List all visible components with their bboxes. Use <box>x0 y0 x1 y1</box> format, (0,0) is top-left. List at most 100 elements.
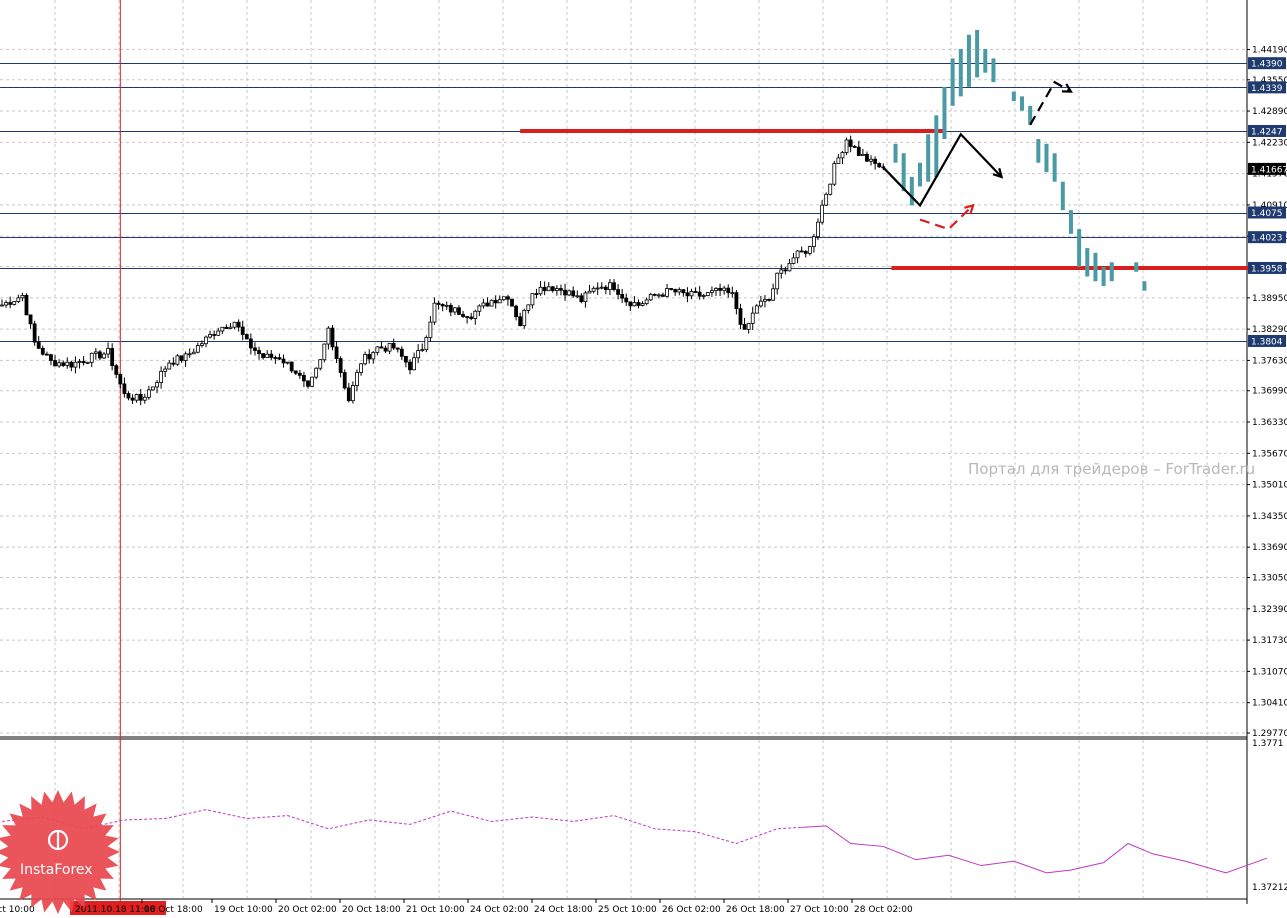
candle-body <box>122 383 127 394</box>
x-tick-label: 25 Oct 10:00 <box>598 905 657 915</box>
candle-body <box>701 295 706 297</box>
candle-body <box>481 302 486 307</box>
x-tick-label: 26 Oct 02:00 <box>662 905 721 915</box>
cursor-time-label: 2011.10.18 11:00 <box>75 905 156 915</box>
candle-body <box>710 290 714 293</box>
candle-body <box>840 152 845 159</box>
forecast-bar <box>893 143 898 163</box>
forecast-bar <box>1134 262 1139 272</box>
candle-body <box>730 292 735 295</box>
candle-body <box>416 350 421 359</box>
candle-body <box>314 367 319 378</box>
cursor-time-label-bg <box>70 901 166 915</box>
price-label-text: 1.3958 <box>1251 264 1283 274</box>
forecast-bar <box>942 86 947 140</box>
candle-body <box>595 287 600 290</box>
candle-body <box>722 287 727 291</box>
forecast-bar <box>1077 229 1082 268</box>
candle-body <box>342 372 347 389</box>
price-label-level <box>1248 206 1286 219</box>
candle-body <box>750 312 755 324</box>
candle-body <box>167 362 172 370</box>
candle-body <box>877 163 882 168</box>
candle-body <box>579 295 584 302</box>
forecast-bar <box>1036 139 1041 163</box>
candle-body <box>77 361 82 363</box>
price-label-level <box>1248 334 1286 347</box>
forecast-bar <box>950 58 955 106</box>
candle-body <box>134 394 139 401</box>
candle-body <box>665 288 669 297</box>
price-label-text: 1.41667 <box>1251 165 1287 175</box>
candle-body <box>718 287 722 291</box>
x-tick-label: 27 Oct 10:00 <box>790 905 849 915</box>
candle-body <box>587 290 592 294</box>
price-label-level <box>1248 261 1286 274</box>
candle-body <box>334 346 339 359</box>
candle-body <box>0 304 4 307</box>
candle-body <box>689 291 694 297</box>
watermark-text: Портал для трейдеров – ForTrader.ru <box>968 460 1255 478</box>
forecast-bar <box>1085 248 1090 277</box>
candle-body <box>322 343 327 361</box>
candle-body <box>130 397 135 401</box>
candle-body <box>191 351 196 355</box>
x-tick-label: 24 Oct 18:00 <box>534 905 593 915</box>
candle-body <box>444 304 449 307</box>
candle-body <box>412 357 416 371</box>
scenario-arrow-black-head <box>992 167 1004 179</box>
candle-body <box>28 314 33 325</box>
candle-body <box>102 353 106 359</box>
candle-body <box>302 374 306 382</box>
candle-body <box>697 291 702 297</box>
candle-body <box>53 360 57 367</box>
forecast-bar <box>983 48 988 73</box>
forecast-bar <box>1011 91 1016 102</box>
y-tick-label: 1.42230 <box>1252 138 1287 148</box>
candle-body <box>563 289 567 296</box>
candle-body <box>648 293 653 301</box>
candle-body <box>685 292 690 297</box>
candle-body <box>359 363 363 373</box>
candle-body <box>538 286 543 295</box>
candle-body <box>379 346 384 349</box>
candle-body <box>350 385 355 402</box>
y-tick-label: 1.33690 <box>1252 543 1287 553</box>
candle-body <box>408 361 412 371</box>
candle-body <box>240 326 245 335</box>
candle-body <box>253 347 257 351</box>
instaforex-logo-text: InstaForex <box>20 862 93 878</box>
candle-body <box>4 302 8 306</box>
candle-body <box>269 353 274 358</box>
candle-body <box>367 353 372 360</box>
candle-body <box>714 287 718 292</box>
y-tick-label: 1.37630 <box>1252 356 1287 366</box>
forecast-bar <box>1093 252 1098 282</box>
candle-body <box>212 334 217 336</box>
candle-body <box>16 297 21 302</box>
candle-body <box>432 302 437 323</box>
candle-body <box>477 305 482 312</box>
candle-body <box>608 282 612 290</box>
candle-body <box>297 372 302 376</box>
candle-body <box>652 293 657 296</box>
candle-body <box>175 355 180 365</box>
candle-body <box>742 323 747 330</box>
forecast-bar <box>1109 262 1114 282</box>
candle-body <box>106 348 110 355</box>
forecast-bar <box>1142 281 1147 291</box>
candle-body <box>44 353 49 356</box>
candle-body <box>599 286 604 289</box>
candle-body <box>383 347 388 352</box>
y-tick-label: 1.30410 <box>1252 699 1287 709</box>
candle-body <box>506 296 510 300</box>
candle-body <box>669 288 674 290</box>
candle-body <box>640 303 645 306</box>
forecast-bar <box>1060 181 1065 211</box>
candle-body <box>208 334 212 338</box>
price-label-level <box>1248 57 1286 70</box>
candle-body <box>310 376 314 387</box>
